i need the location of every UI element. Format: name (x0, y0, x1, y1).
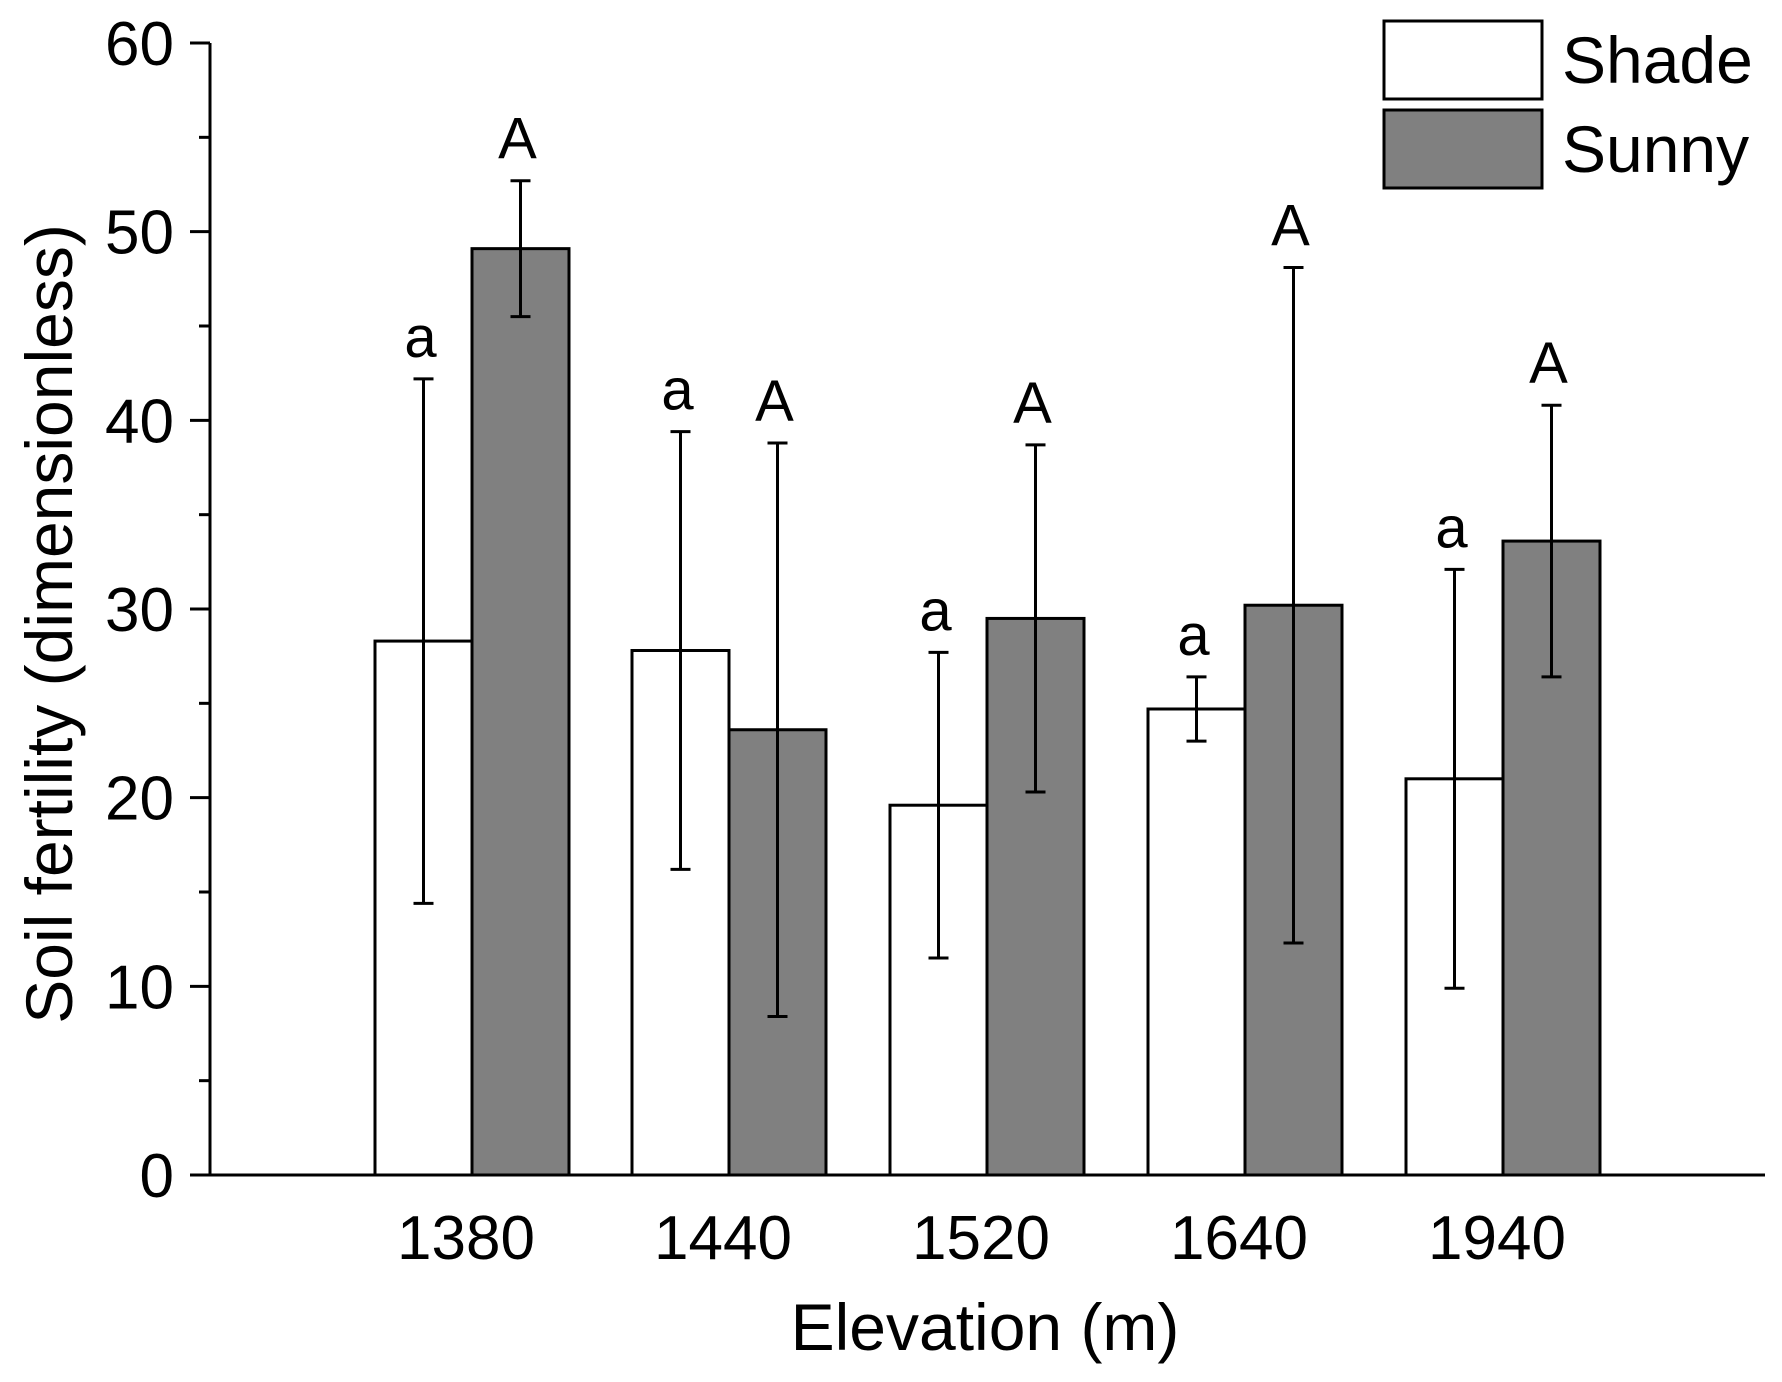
y-tick-label-30: 30 (105, 576, 174, 645)
y-tick-label-60: 60 (105, 10, 174, 79)
x-tick-label-1640: 1640 (1170, 1204, 1308, 1273)
y-axis-title: Soil fertility (dimensionless) (12, 224, 86, 1024)
y-tick-label-10: 10 (105, 953, 174, 1022)
y-tick-label-50: 50 (105, 199, 174, 268)
x-tick-label-1440: 1440 (654, 1204, 792, 1273)
significance-letter-sunny-1940: A (1529, 331, 1568, 396)
significance-letter-shade-1520: a (919, 578, 952, 643)
x-axis-title: Elevation (m) (791, 1290, 1180, 1364)
significance-letter-sunny-1520: A (1013, 371, 1052, 436)
significance-letter-shade-1940: a (1435, 495, 1468, 560)
y-tick-label-0: 0 (140, 1142, 174, 1211)
error-bar-sunny-1380 (510, 179, 531, 319)
error-bar-sunny-1440 (767, 441, 788, 1019)
significance-letter-sunny-1440: A (755, 369, 794, 434)
error-bar-shade-1380 (413, 377, 434, 905)
significance-letter-shade-1640: a (1177, 603, 1210, 668)
error-bar-shade-1640 (1186, 675, 1207, 743)
x-tick-label-1520: 1520 (912, 1204, 1050, 1273)
significance-letter-shade-1380: a (404, 305, 437, 370)
legend-swatch-shade (1382, 19, 1544, 101)
legend-swatch-sunny (1382, 108, 1544, 190)
legend: Shade Sunny (1382, 19, 1753, 190)
error-bar-shade-1520 (928, 650, 949, 960)
y-tick-label-20: 20 (105, 765, 174, 834)
significance-letter-shade-1440: a (661, 358, 694, 423)
error-bar-sunny-1520 (1025, 443, 1046, 794)
bar-shade-1640 (1146, 707, 1247, 1177)
plot-area (373, 179, 1602, 1177)
error-bar-sunny-1940 (1541, 403, 1562, 679)
legend-label-sunny: Sunny (1562, 112, 1749, 186)
bar-sunny-1380 (470, 247, 571, 1177)
error-bar-sunny-1640 (1283, 266, 1304, 945)
y-axis-ticks (190, 41, 1765, 1177)
significance-letter-sunny-1380: A (498, 107, 537, 172)
error-bar-shade-1440 (670, 430, 691, 871)
x-tick-label-1380: 1380 (397, 1204, 535, 1273)
x-tick-label-1940: 1940 (1428, 1204, 1566, 1273)
legend-label-shade: Shade (1562, 23, 1753, 97)
significance-letter-sunny-1640: A (1271, 194, 1310, 259)
error-bar-shade-1940 (1444, 567, 1465, 990)
y-tick-label-40: 40 (105, 387, 174, 456)
